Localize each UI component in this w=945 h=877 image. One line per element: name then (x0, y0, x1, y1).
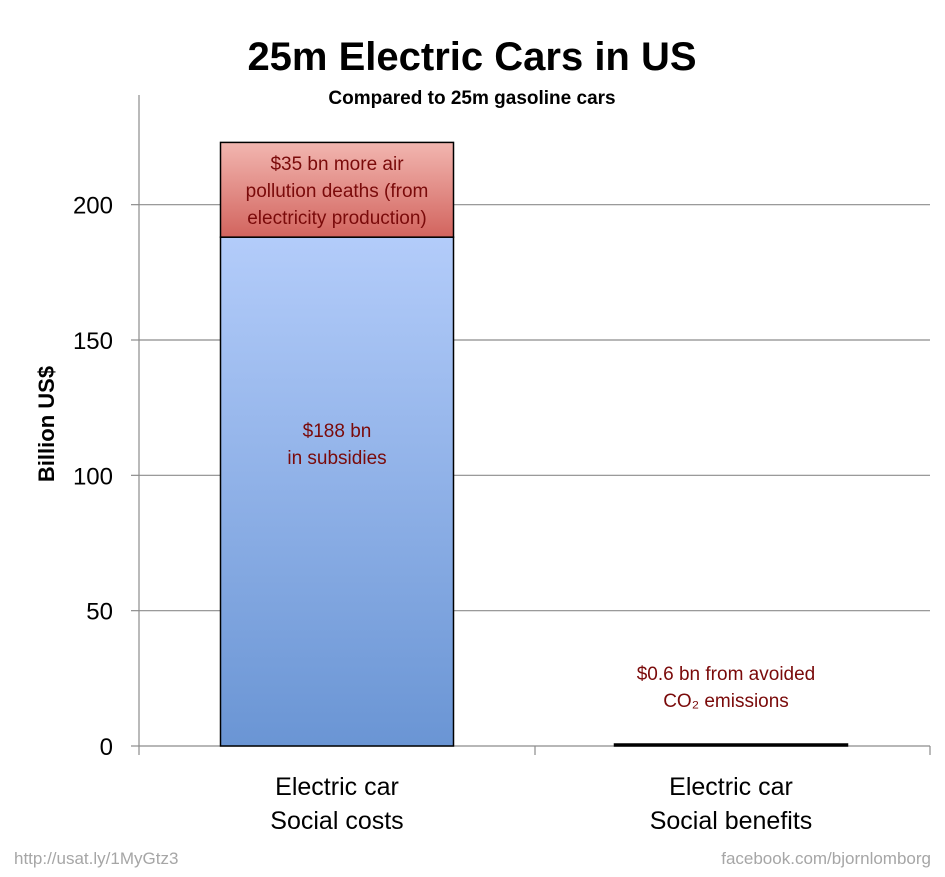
x-category-line: Social costs (270, 807, 403, 835)
y-tick-label-50: 50 (86, 599, 113, 626)
annotation-line: CO₂ emissions (663, 691, 789, 712)
bar-co2-benefit (613, 743, 849, 747)
bar-annotations: $188 bn in subsidies $35 bn more air pollut… (246, 154, 816, 712)
annotation-line: $35 bn more air (270, 154, 404, 175)
y-axis-label: Billion US$ (34, 366, 59, 482)
annotation-co2-benefit: $0.6 bn from avoided CO₂ emissions (637, 664, 816, 712)
y-tick-label-0: 0 (100, 734, 113, 761)
source-link[interactable]: http://usat.ly/1MyGtz3 (14, 849, 178, 868)
annotation-line: pollution deaths (from (246, 181, 429, 202)
bar-subsidies (219, 236, 455, 747)
bars (219, 141, 849, 747)
x-category-line: Social benefits (650, 807, 813, 835)
x-tick-labels: Electric car Social costs Electric car Soci… (270, 773, 812, 835)
bar-pollution (219, 141, 455, 238)
y-tick-labels: 0 50 100 150 200 (73, 193, 113, 761)
annotation-line: electricity production) (247, 208, 427, 229)
annotation-line: in subsidies (287, 448, 386, 469)
chart-title: 25m Electric Cars in US (247, 35, 696, 79)
x-category-line: Electric car (275, 773, 399, 801)
chart-subtitle: Compared to 25m gasoline cars (328, 88, 615, 109)
x-category-label: Electric car Social costs (270, 773, 403, 835)
y-tick-label-100: 100 (73, 463, 113, 490)
x-category-label: Electric car Social benefits (650, 773, 813, 835)
y-tick-label-150: 150 (73, 328, 113, 355)
facebook-credit: facebook.com/bjornlomborg (721, 849, 931, 868)
annotation-pollution: $35 bn more air pollution deaths (from ele… (246, 154, 429, 229)
x-category-line: Electric car (669, 773, 793, 801)
y-tick-label-200: 200 (73, 193, 113, 220)
annotation-line: $0.6 bn from avoided (637, 664, 816, 685)
annotation-line: $188 bn (303, 421, 372, 442)
annotation-subsidies: $188 bn in subsidies (287, 421, 386, 469)
